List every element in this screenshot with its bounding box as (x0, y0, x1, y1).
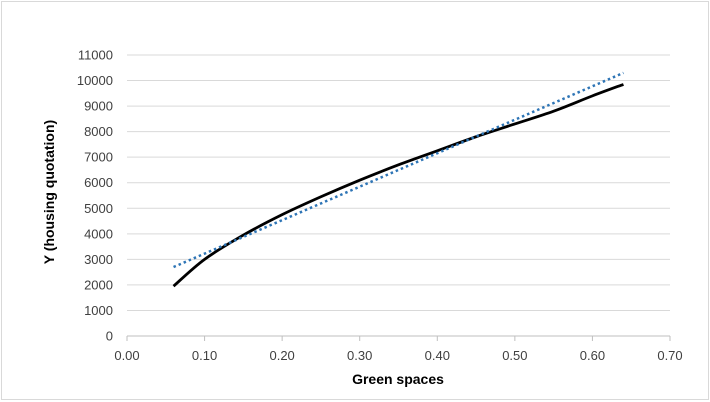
x-tick-label: 0.00 (114, 348, 139, 363)
y-tick-label: 1000 (84, 303, 113, 318)
x-axis-title: Green spaces (352, 371, 444, 387)
x-tick-label: 0.40 (425, 348, 450, 363)
y-tick-label: 2000 (84, 277, 113, 292)
y-tick-label: 5000 (84, 201, 113, 216)
y-tick-label: 4000 (84, 226, 113, 241)
series-lines (172, 71, 624, 288)
y-tick-label: 0 (106, 329, 113, 344)
x-tick-label: 0.20 (269, 348, 294, 363)
y-tick-label: 9000 (84, 99, 113, 114)
x-tick-label: 0.60 (580, 348, 605, 363)
x-tick-label: 0.30 (347, 348, 372, 363)
x-tick-label: 0.10 (192, 348, 217, 363)
y-tick-label: 3000 (84, 252, 113, 267)
y-tick-label: 11000 (78, 48, 113, 63)
y-tick-label: 10000 (77, 73, 113, 88)
x-tick-label: 0.50 (502, 348, 527, 363)
y-tick-label: 6000 (84, 175, 113, 190)
x-tick-label: 0.70 (657, 348, 682, 363)
trendline-dotted (173, 71, 624, 269)
gridlines (127, 54, 670, 311)
y-tick-label: 7000 (84, 150, 113, 165)
y-tick-label: 8000 (84, 124, 113, 139)
series-line-solid (172, 83, 624, 288)
y-axis-title: Y (housing quotation) (41, 120, 57, 264)
axes (126, 335, 671, 341)
tick-labels: 0 1000 2000 3000 4000 5000 6000 7000 8000 9000 100… (77, 48, 683, 364)
